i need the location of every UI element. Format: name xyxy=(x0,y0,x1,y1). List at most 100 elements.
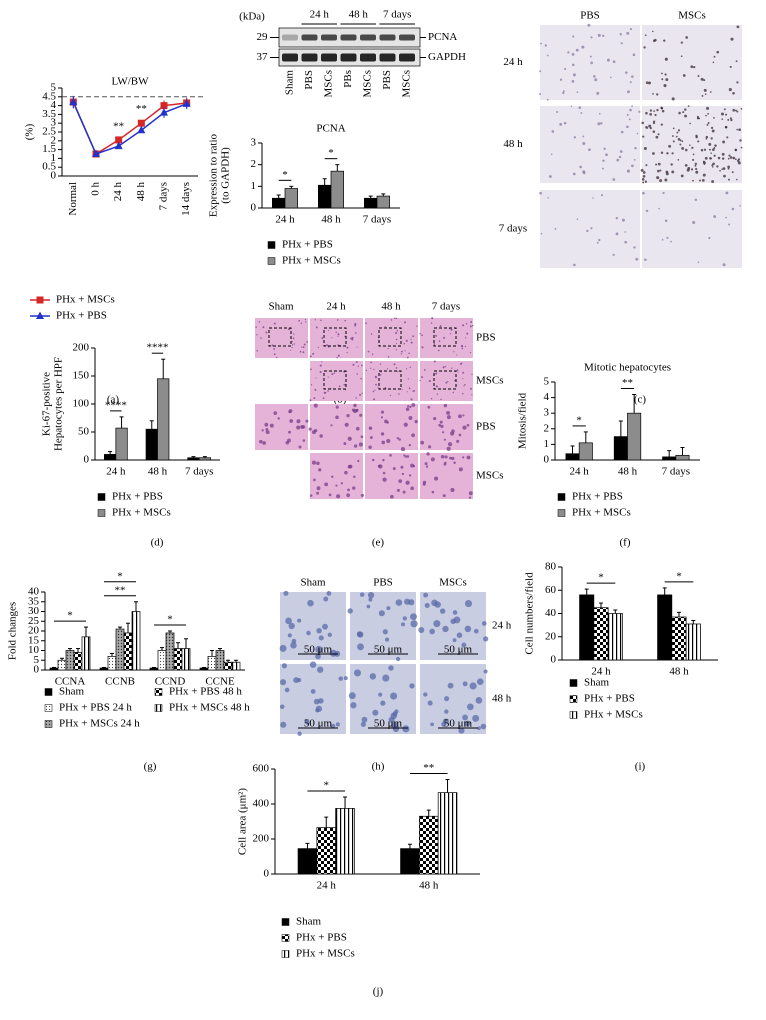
cell-nucleus xyxy=(423,369,426,371)
cell-nucleus xyxy=(318,468,322,472)
point xyxy=(137,119,145,127)
cell-nucleus xyxy=(671,97,675,101)
y-tick-label: 80 xyxy=(545,561,557,573)
cell-nucleus xyxy=(412,390,414,392)
micrograph xyxy=(418,592,489,660)
legend-label: Sham xyxy=(584,677,610,689)
cell-nucleus xyxy=(447,380,449,383)
cell-nucleus xyxy=(311,460,317,465)
cell-nucleus xyxy=(398,479,403,483)
cell-nucleus xyxy=(319,370,322,374)
cell-nucleus xyxy=(392,467,396,471)
cell-nucleus xyxy=(721,168,723,170)
cell-nucleus xyxy=(291,340,293,343)
y-tick-label: 40 xyxy=(28,586,40,598)
cell-nucleus xyxy=(456,439,460,443)
cell-nucleus xyxy=(589,55,592,58)
cell-nucleus xyxy=(597,33,601,37)
cell-nucleus xyxy=(273,353,276,356)
chart-title: LW/BW xyxy=(111,76,149,88)
cell-nucleus xyxy=(412,335,415,338)
legend-swatch xyxy=(281,918,290,926)
cell-nucleus xyxy=(408,387,411,390)
cell-nucleus xyxy=(462,392,464,395)
significance-label: ** xyxy=(136,103,147,115)
cell-nucleus xyxy=(616,158,620,162)
cell-nucleus xyxy=(309,661,317,668)
cell-nucleus xyxy=(312,352,315,355)
cell-nucleus xyxy=(443,438,446,441)
cell-nucleus xyxy=(704,93,707,95)
cell-nucleus xyxy=(387,368,389,370)
cell-nucleus xyxy=(734,148,738,152)
cell-nucleus xyxy=(287,633,292,638)
cell-nucleus xyxy=(375,376,377,379)
cell-nucleus xyxy=(712,61,715,64)
cell-nucleus xyxy=(615,232,619,236)
cell-nucleus xyxy=(713,215,717,218)
cell-nucleus xyxy=(395,656,401,662)
cell-nucleus xyxy=(729,65,732,68)
cell-nucleus xyxy=(579,165,582,169)
legend-label: PHx + PBS xyxy=(282,239,333,251)
significance-label: * xyxy=(67,610,73,622)
cell-nucleus xyxy=(260,337,262,339)
y-tick-label: 20 xyxy=(545,630,557,642)
cell-nucleus xyxy=(677,137,681,141)
cell-nucleus xyxy=(578,106,582,109)
cell-nucleus xyxy=(481,621,487,626)
column-label: 24 h xyxy=(326,301,346,313)
cell-nucleus xyxy=(666,236,669,239)
bar xyxy=(131,611,141,671)
cell-nucleus xyxy=(664,178,668,182)
cell-nucleus xyxy=(644,258,647,262)
legend-label: PHx + PBS xyxy=(296,932,347,944)
cell-nucleus xyxy=(259,439,263,444)
micrograph xyxy=(538,23,640,101)
cell-nucleus xyxy=(540,42,542,45)
cell-nucleus xyxy=(576,218,579,220)
cell-nucleus xyxy=(330,723,336,729)
cell-nucleus xyxy=(283,590,289,596)
legend-swatch xyxy=(44,704,53,712)
cell-nucleus xyxy=(453,461,456,464)
panel-label: (c) xyxy=(634,394,647,406)
cell-nucleus xyxy=(661,109,665,113)
cell-nucleus xyxy=(356,373,358,375)
bar xyxy=(613,436,628,461)
cell-nucleus xyxy=(546,54,549,57)
cell-nucleus xyxy=(464,625,472,633)
bar xyxy=(330,170,344,209)
cell-nucleus xyxy=(262,326,265,329)
cell-nucleus xyxy=(466,332,469,335)
cell-nucleus xyxy=(442,494,446,498)
cell-nucleus xyxy=(692,221,696,225)
zoom-box xyxy=(378,327,402,347)
cell-nucleus xyxy=(365,369,368,372)
x-tick-label: 24 h xyxy=(275,214,295,226)
y-tick-label: 1 xyxy=(544,438,550,450)
cell-nucleus xyxy=(371,353,374,356)
cell-nucleus xyxy=(273,348,276,350)
cell-nucleus xyxy=(265,430,270,435)
cell-nucleus xyxy=(685,36,688,39)
bar xyxy=(157,650,167,671)
cell-nucleus xyxy=(429,628,435,635)
cell-nucleus xyxy=(335,415,339,420)
cell-nucleus xyxy=(736,81,739,84)
cell-nucleus xyxy=(405,368,408,370)
point xyxy=(92,149,100,157)
x-tick-label: 7 days xyxy=(185,466,213,478)
cell-nucleus xyxy=(648,81,651,85)
significance-label: * xyxy=(598,572,604,584)
cell-nucleus xyxy=(631,164,634,168)
cell-nucleus xyxy=(690,168,694,171)
cell-nucleus xyxy=(736,110,739,113)
cell-nucleus xyxy=(407,378,409,380)
panel-label: (e) xyxy=(372,537,385,549)
cell-nucleus xyxy=(335,405,339,409)
micrograph xyxy=(420,664,488,734)
cell-nucleus xyxy=(726,136,729,139)
y-tick-label: 200 xyxy=(73,342,90,354)
blot-protein: GAPDH xyxy=(428,51,466,63)
